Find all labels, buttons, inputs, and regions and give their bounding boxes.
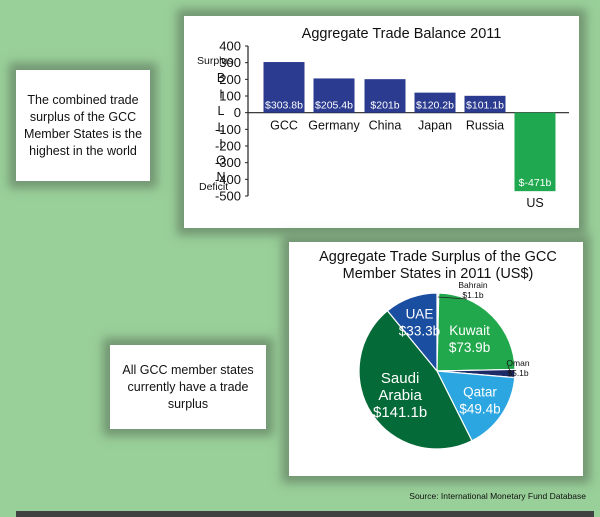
bar-category-label: Japan (418, 119, 452, 133)
callout-panel-bottom: All GCC member states currently have a t… (110, 345, 266, 429)
pie-chart: Kuwait $73.9b Qatar $49.4b SaudiArabia$141.1… (358, 280, 530, 450)
bar-data-label: $101.1b (466, 100, 504, 112)
slice-kuwait (436, 292, 516, 372)
bar-china (364, 79, 406, 113)
bar-germany (313, 78, 355, 113)
callout-text-bottom: All GCC member states currently have a t… (122, 362, 254, 411)
y-tick-label: 0 (234, 105, 241, 120)
slice-value-uae: $33.3b (399, 324, 440, 339)
bar-data-label: $-471b (519, 177, 552, 189)
deficit-label: Deficit (199, 181, 228, 193)
slice-label-saudi-arabia: Arabia (378, 387, 422, 404)
y-tick-label: -300 (215, 155, 241, 170)
bar-japan (414, 92, 456, 113)
slice-value-kuwait: $73.9b (449, 340, 490, 355)
slice-label-bahrain: Bahrain (458, 280, 488, 290)
bar-russia (464, 95, 506, 113)
bar-us (514, 112, 556, 192)
y-axis-title-letter: I (219, 137, 222, 151)
slice-label-kuwait: Kuwait (449, 323, 490, 338)
slice-label-uae: UAE (406, 307, 434, 322)
slice-label-oman: Oman (506, 358, 529, 368)
y-axis-title-letter: N (216, 170, 225, 184)
slice-label-saudi-arabia: Saudi (381, 370, 419, 387)
slice-label-qatar: Qatar (463, 385, 497, 400)
y-tick-label: -400 (215, 172, 241, 187)
footer-bar (16, 511, 594, 517)
slice-value-bahrain: $1.1b (462, 290, 484, 300)
surplus-label: Surplus (197, 55, 233, 67)
leader-line-oman (507, 365, 512, 374)
y-tick-label: 100 (219, 89, 241, 104)
y-tick-label: 400 (219, 39, 241, 54)
y-axis-title-letter: L (218, 121, 225, 135)
bar-gcc (263, 62, 305, 113)
slice-value-oman: $5.1b (507, 368, 529, 378)
pie-chart-title: Aggregate Trade Surplus of the GCC Membe… (319, 249, 557, 282)
leader-line-bahrain (437, 296, 468, 300)
bar-chart-panel: Aggregate Trade Balance 2011 400 300 200 10… (184, 16, 579, 228)
pie-chart-panel: Aggregate Trade Surplus of the GCC Membe… (289, 242, 583, 476)
bar-data-label: $303.8b (265, 100, 303, 112)
slice-qatar (435, 370, 516, 442)
bar-data-label: $205.4b (315, 100, 353, 112)
bar-chart: 4003002001000-100-200-300-400-500BILLION… (197, 39, 569, 210)
slice-uae (386, 292, 438, 373)
y-tick-label: -100 (215, 122, 241, 137)
bar-category-label: Russia (466, 119, 504, 133)
bar-chart-title: Aggregate Trade Balance 2011 (301, 26, 502, 42)
slice-value-qatar: $49.4b (459, 402, 500, 417)
slice-saudi-arabia (358, 309, 473, 450)
y-tick-label: -200 (215, 139, 241, 154)
y-axis-title-letter: B (217, 71, 225, 85)
y-tick-label: 200 (219, 72, 241, 87)
bar-data-label: $120.2b (416, 100, 454, 112)
bar-category-label: Germany (308, 119, 360, 133)
bar-category-label: GCC (270, 119, 298, 133)
source-note: Source: International Monetary Fund Data… (409, 491, 586, 501)
slice-value-saudi-arabia: $141.1b (373, 404, 427, 421)
y-axis-title-letter: L (218, 104, 225, 118)
callout-panel-top: The combined trade surplus of the GCC Me… (16, 70, 150, 181)
y-tick-label: -500 (215, 189, 241, 204)
y-axis-title-letter: I (219, 88, 222, 102)
callout-text-top: The combined trade surplus of the GCC Me… (23, 92, 143, 158)
bar-data-label: $201b (370, 100, 399, 112)
bar-category-label: US (526, 196, 543, 210)
bar-category-label: China (369, 119, 402, 133)
y-axis-title-letter: O (216, 154, 226, 168)
y-tick-label: 300 (219, 55, 241, 70)
